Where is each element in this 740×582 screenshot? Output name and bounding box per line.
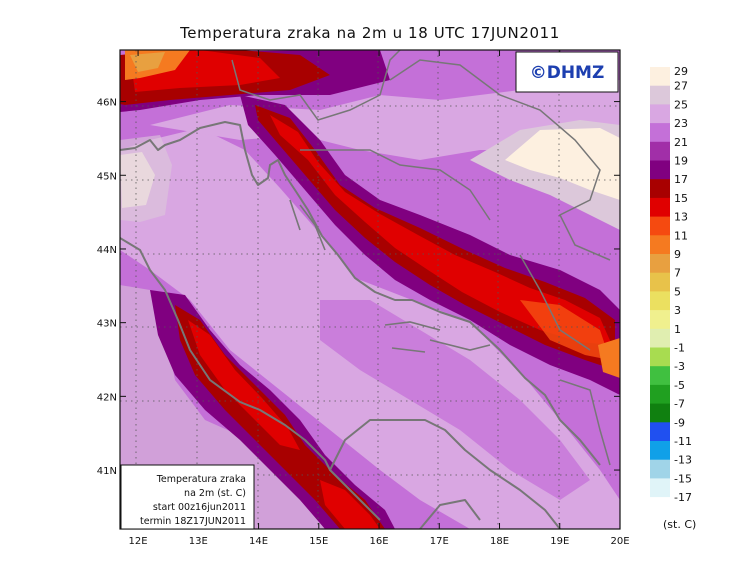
colorbar-label: 1 <box>674 323 681 336</box>
field-dinaric-15 <box>270 115 612 345</box>
colorbar-label: -3 <box>674 360 685 373</box>
colorbar-swatch <box>650 216 670 236</box>
lat-tick-label: 41N <box>97 466 117 477</box>
info-line-3: start 00z16jun2011 <box>153 502 246 513</box>
colorbar-label: 17 <box>674 173 688 186</box>
lat-tick-label: 46N <box>97 98 117 109</box>
colorbar-swatch <box>650 441 670 461</box>
lon-tick-label: 17E <box>430 536 449 547</box>
colorbar-label: 15 <box>674 192 688 205</box>
colorbar-swatch <box>650 366 670 386</box>
colorbar-label: 21 <box>674 136 688 149</box>
lon-tick-label: 15E <box>309 536 328 547</box>
colorbar-swatch <box>650 179 670 199</box>
islands <box>289 199 491 353</box>
map-title: Temperatura zraka na 2m u 18 UTC 17JUN20… <box>180 24 560 42</box>
lon-tick-label: 16E <box>370 536 389 547</box>
watermark-text: ©DHMZ <box>530 63 605 83</box>
coastlines <box>120 121 601 529</box>
lon-axis: 12E 13E 14E 15E 16E 17E 18E 19E 20E <box>129 50 630 547</box>
lat-axis: 46N 45N 44N 43N 42N 41N <box>97 98 620 477</box>
lon-tick-label: 13E <box>189 536 208 547</box>
colorbar-label: 3 <box>674 304 681 317</box>
colorbar-label: -11 <box>674 435 692 448</box>
lat-tick-label: 42N <box>97 392 117 403</box>
colorbar-label: -9 <box>674 416 685 429</box>
colorbar-swatch <box>650 422 670 442</box>
borders <box>231 50 611 466</box>
lat-tick-label: 43N <box>97 319 117 330</box>
colorbar-label: 23 <box>674 117 688 130</box>
colorbar-swatch <box>650 497 670 517</box>
colorbar-swatch <box>650 291 670 311</box>
colorbar-swatch <box>650 141 670 161</box>
colorbar-swatch <box>650 347 670 367</box>
field-dinaric-13 <box>520 300 610 360</box>
colorbar-swatch <box>650 310 670 330</box>
colorbar-label: -5 <box>674 379 685 392</box>
colorbar-label: 19 <box>674 155 688 168</box>
info-box: Temperatura zraka na 2m (st. C) start 00… <box>120 464 255 530</box>
info-line-2: na 2m (st. C) <box>184 488 246 499</box>
colorbar-swatch <box>650 85 670 105</box>
colorbar-swatch <box>650 272 670 292</box>
colorbar-swatch <box>650 197 670 218</box>
lon-tick-label: 19E <box>550 536 569 547</box>
colorbar-swatch <box>650 254 670 274</box>
field-dinaric-cold-spot <box>598 338 620 378</box>
colorbar-swatch <box>650 123 670 143</box>
colorbar-label: 25 <box>674 98 688 111</box>
colorbar-label: 13 <box>674 211 688 224</box>
lon-tick-label: 14E <box>249 536 268 547</box>
colorbar-label: -15 <box>674 472 692 485</box>
colorbar-label: 5 <box>674 285 681 298</box>
colorbar-label: 27 <box>674 80 688 93</box>
colorbar-label: -17 <box>674 491 692 504</box>
lon-tick-label: 12E <box>129 536 148 547</box>
field-pannonia-29 <box>505 128 620 200</box>
field-apennine-15b <box>320 480 380 529</box>
colorbar-swatch <box>650 160 670 180</box>
colorbar-swatch <box>650 104 670 124</box>
field-sea-inner <box>320 300 590 500</box>
colorbar-swatch <box>650 67 670 87</box>
temperature-field <box>120 50 620 529</box>
colorbar-label: 29 <box>674 65 688 78</box>
lat-tick-label: 44N <box>97 245 117 256</box>
colorbar: 29 27 25 23 21 19 17 15 13 11 9 7 5 3 1 -1 -3 -5 -7 -9 -11 -1… <box>650 65 692 517</box>
info-line-4: termin 18Z17JUN2011 <box>140 516 246 527</box>
watermark-box: ©DHMZ <box>515 51 619 93</box>
colorbar-swatch <box>650 328 670 348</box>
colorbar-label: -13 <box>674 454 692 467</box>
colorbar-swatch <box>650 478 670 498</box>
field-west-warm-27 <box>120 135 172 222</box>
lat-tick-label: 45N <box>97 171 117 182</box>
lon-tick-label: 20E <box>610 536 629 547</box>
colorbar-swatch <box>650 459 670 479</box>
lon-tick-label: 18E <box>490 536 509 547</box>
colorbar-unit: (st. C) <box>663 518 696 531</box>
plot-frame <box>119 49 621 530</box>
colorbar-swatch <box>650 403 670 423</box>
colorbar-label: -7 <box>674 398 685 411</box>
colorbar-swatch <box>650 235 670 255</box>
colorbar-label: 7 <box>674 267 681 280</box>
field-north-light <box>150 80 620 160</box>
field-alps-7 <box>130 52 165 72</box>
info-line-1: Temperatura zraka <box>156 474 246 485</box>
colorbar-swatch <box>650 384 670 405</box>
colorbar-label: 11 <box>674 229 688 242</box>
colorbar-label: -1 <box>674 342 685 355</box>
colorbar-label: 9 <box>674 248 681 261</box>
